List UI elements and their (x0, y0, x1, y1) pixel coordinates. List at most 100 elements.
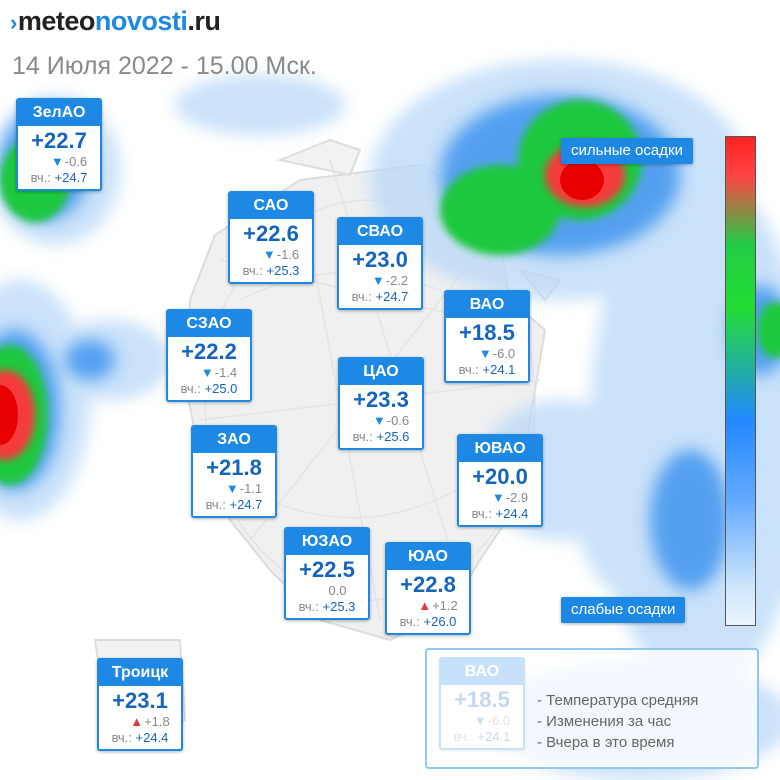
change-value: -0.6 (386, 413, 410, 428)
trend-arrow-icon: ▲ (418, 598, 432, 613)
trend-arrow-icon: ▼ (371, 273, 385, 288)
yesterday-temp: вч.: +24.7 (339, 288, 421, 308)
avg-temperature: +22.7 (31, 128, 87, 153)
yesterday-value: +25.6 (376, 429, 410, 444)
yesterday-label: вч.: (351, 289, 372, 304)
hourly-change: ▲+1.2 (387, 598, 469, 613)
change-value: -2.2 (385, 273, 409, 288)
yesterday-temp: вч.: +25.0 (168, 380, 250, 400)
legend-explanation-lines: - Температура средняя - Изменения за час… (537, 690, 698, 753)
avg-temperature: +21.8 (206, 455, 262, 480)
district-card: ВАО +18.5 ▼-6.0 вч.: +24.1 (444, 290, 530, 383)
hourly-change: ▼-0.6 (340, 413, 422, 428)
yesterday-temp: вч.: +24.1 (446, 361, 528, 381)
hourly-change: 0.0 (286, 583, 368, 598)
yesterday-label: вч.: (205, 497, 226, 512)
precip-intensity-scale (725, 136, 756, 626)
hourly-change: ▲+1.8 (99, 714, 181, 729)
avg-temperature: +22.2 (181, 339, 237, 364)
yesterday-value: +25.0 (204, 381, 238, 396)
change-value: -1.4 (214, 365, 238, 380)
yesterday-temp: вч.: +25.6 (340, 428, 422, 448)
change-value: -6.0 (492, 346, 516, 361)
trend-arrow-icon: ▼ (478, 346, 492, 361)
change-value: +1.2 (432, 598, 458, 613)
logo-mark-icon: › (10, 10, 17, 35)
avg-temperature: +23.0 (352, 247, 408, 272)
yesterday-label: вч.: (458, 362, 479, 377)
district-name: ЗелАО (18, 100, 100, 126)
yesterday-value: +25.3 (322, 599, 356, 614)
change-value: -1.6 (276, 247, 300, 262)
hourly-change: ▼-2.2 (339, 273, 421, 288)
change-value: +1.8 (144, 714, 170, 729)
yesterday-temp: вч.: +26.0 (387, 613, 469, 633)
yesterday-label: вч.: (399, 614, 420, 629)
trend-arrow-icon: ▼ (262, 247, 276, 262)
district-card: ЗелАО +22.7 ▼-0.6 вч.: +24.7 (16, 98, 102, 191)
avg-temperature: +23.1 (112, 688, 168, 713)
yesterday-value: +26.0 (423, 614, 457, 629)
yesterday-temp: вч.: +24.4 (99, 729, 181, 749)
yesterday-value: +24.1 (482, 362, 516, 377)
hourly-change: ▼-1.6 (230, 247, 312, 262)
avg-temperature: +20.0 (472, 464, 528, 489)
district-name: ЮВАО (459, 436, 541, 462)
avg-temperature: +22.5 (299, 557, 355, 582)
avg-temperature: +22.6 (243, 221, 299, 246)
district-name: ЮАО (387, 544, 469, 570)
site-logo[interactable]: ›meteonovosti.ru (10, 6, 221, 36)
district-card: ЦАО +23.3 ▼-0.6 вч.: +25.6 (338, 357, 424, 450)
avg-temperature: +22.8 (400, 572, 456, 597)
forecast-datetime: 14 Июля 2022 - 15.00 Мск. (12, 52, 317, 80)
trend-arrow-icon: ▼ (372, 413, 386, 428)
change-value: -2.9 (505, 490, 529, 505)
yesterday-value: +24.4 (495, 506, 529, 521)
yesterday-label: вч.: (352, 429, 373, 444)
district-name: САО (230, 193, 312, 219)
yesterday-value: +25.3 (266, 263, 300, 278)
district-name: ЮЗАО (286, 529, 368, 555)
yesterday-label: вч.: (471, 506, 492, 521)
change-value: -1.1 (239, 481, 263, 496)
district-name: ЦАО (340, 359, 422, 385)
trend-arrow-icon: ▼ (225, 481, 239, 496)
district-name: ЗАО (193, 427, 275, 453)
yesterday-temp: вч.: +24.7 (18, 169, 100, 189)
yesterday-label: вч.: (180, 381, 201, 396)
yesterday-temp: вч.: +24.4 (459, 505, 541, 525)
yesterday-label: вч.: (242, 263, 263, 278)
hourly-change: ▼-1.1 (193, 481, 275, 496)
legend-line-hourly-change: - Изменения за час (537, 713, 672, 730)
district-name: Троицк (99, 660, 181, 686)
district-card: ЮВАО +20.0 ▼-2.9 вч.: +24.4 (457, 434, 543, 527)
district-card: Троицк +23.1 ▲+1.8 вч.: +24.4 (97, 658, 183, 751)
yesterday-temp: вч.: +25.3 (230, 262, 312, 282)
change-value: -0.6 (64, 154, 88, 169)
trend-arrow-icon: ▼ (50, 154, 64, 169)
district-card: СВАО +23.0 ▼-2.2 вч.: +24.7 (337, 217, 423, 310)
yesterday-temp: вч.: +25.3 (286, 598, 368, 618)
district-name: СВАО (339, 219, 421, 245)
avg-temperature: +18.5 (459, 320, 515, 345)
heavy-precip-label: сильные осадки (561, 138, 693, 164)
yesterday-value: +24.7 (229, 497, 263, 512)
yesterday-value: +24.4 (135, 730, 169, 745)
legend-explanation-box: - Температура средняя - Изменения за час… (425, 648, 759, 769)
district-name: СЗАО (168, 311, 250, 337)
district-card: ЮАО +22.8 ▲+1.2 вч.: +26.0 (385, 542, 471, 635)
district-card: ЗАО +21.8 ▼-1.1 вч.: +24.7 (191, 425, 277, 518)
light-precip-label: слабые осадки (561, 597, 686, 623)
district-name: ВАО (446, 292, 528, 318)
yesterday-value: +24.7 (54, 170, 88, 185)
trend-arrow-icon: ▲ (130, 714, 144, 729)
legend-line-avg-temp: - Температура средняя (537, 692, 699, 709)
district-card: ЮЗАО +22.5 0.0 вч.: +25.3 (284, 527, 370, 620)
district-card: СЗАО +22.2 ▼-1.4 вч.: +25.0 (166, 309, 252, 402)
trend-arrow-icon: ▼ (491, 490, 505, 505)
hourly-change: ▼-1.4 (168, 365, 250, 380)
yesterday-label: вч.: (30, 170, 51, 185)
yesterday-label: вч.: (111, 730, 132, 745)
yesterday-temp: вч.: +24.7 (193, 496, 275, 516)
hourly-change: ▼-2.9 (459, 490, 541, 505)
